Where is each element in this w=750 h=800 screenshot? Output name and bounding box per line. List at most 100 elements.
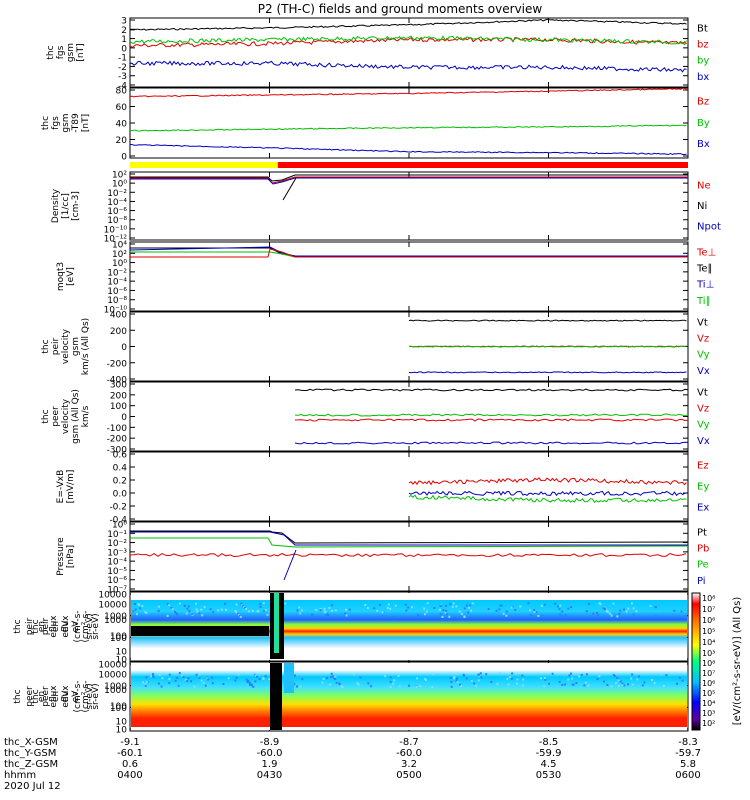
speck: [166, 602, 169, 605]
speck: [548, 682, 550, 685]
spec-ylabel-line: sr-eV): [85, 683, 95, 709]
spec-ylabel-line: eV: [61, 690, 71, 703]
speck: [468, 606, 470, 609]
ylabel-line: Pressure: [56, 537, 66, 576]
legend-Pt: Pt: [697, 528, 707, 539]
speck: [458, 610, 461, 613]
ylabel-line: thc: [46, 45, 56, 59]
speck: [561, 610, 564, 613]
ytick-label: 10⁻¹²: [104, 235, 128, 245]
speck: [543, 603, 546, 606]
speck: [571, 683, 574, 686]
speck: [459, 683, 461, 686]
speck: [641, 684, 644, 687]
speck: [300, 609, 303, 612]
plot-title: P2 (TH-C) fields and ground moments over…: [258, 2, 543, 16]
speck: [207, 678, 210, 681]
series-By: [129, 124, 687, 132]
ylabel-line: gsm: [66, 43, 76, 62]
speck: [258, 678, 261, 681]
speck: [439, 604, 442, 607]
speck: [178, 602, 181, 605]
speck: [251, 684, 254, 687]
ylabel-line: km/s: [81, 405, 91, 427]
speck: [202, 681, 205, 684]
speck: [505, 614, 508, 617]
speck: [570, 606, 573, 608]
speck: [676, 682, 678, 685]
ytick-label: 200: [110, 327, 127, 337]
speck: [198, 676, 201, 679]
spec-frame: [129, 661, 689, 732]
speck: [184, 678, 187, 681]
speck: [298, 606, 301, 609]
speck: [455, 605, 458, 608]
ylabel-line: (cm²-s-: [81, 680, 91, 712]
speck: [296, 609, 299, 612]
spec-ytick-label: 100: [110, 632, 127, 642]
ylabel-line: thc: [41, 116, 51, 130]
ytick-label: 10⁻²: [107, 189, 127, 199]
ylabel-line: en: [51, 691, 61, 702]
speck: [469, 604, 472, 607]
colorbar-label: [eV/(cm²-s-sr-eV)] (All Qs): [732, 597, 743, 726]
speck: [445, 604, 447, 607]
speck: [191, 612, 194, 615]
legend-Vz: Vz: [697, 334, 709, 345]
ylabel-line: eV: [71, 620, 81, 633]
speck: [568, 674, 571, 677]
speck: [417, 615, 420, 617]
speck: [373, 607, 376, 610]
speck: [668, 672, 671, 675]
mode-bar-slow: [277, 162, 688, 168]
speck: [227, 677, 230, 680]
speck: [206, 676, 209, 679]
speck: [419, 685, 422, 688]
speck: [334, 678, 337, 680]
ylabel-line: thc: [31, 689, 41, 703]
series-Bz: [129, 87, 687, 98]
speck: [424, 613, 426, 616]
speck: [519, 605, 522, 608]
speck: [174, 679, 177, 682]
speck: [324, 611, 327, 614]
legend-Vz: Vz: [697, 404, 709, 415]
speck: [618, 612, 621, 615]
speck: [611, 672, 614, 675]
footer-value: -59.9: [535, 748, 562, 759]
speck: [623, 684, 626, 687]
panel-fgs_t89: 80 60 40 20 0 thc fgs gsm -T89 [nT] Bz By Bx: [41, 87, 710, 163]
ytick-label: 10⁻²: [107, 539, 127, 549]
ytick-label: 10⁻³: [107, 548, 127, 558]
speck: [537, 614, 540, 617]
ytick-label: 10⁴: [112, 241, 127, 251]
speck: [425, 679, 427, 681]
speck: [389, 686, 392, 688]
speck: [185, 612, 188, 615]
series-bz: [129, 37, 687, 49]
speck: [184, 604, 186, 607]
legend-Te∥: Te∥: [696, 264, 713, 275]
speck: [477, 673, 480, 676]
speck: [186, 607, 189, 610]
speck: [367, 682, 370, 685]
speck: [141, 681, 144, 684]
speck: [174, 610, 176, 613]
ytick-label: 10000: [98, 661, 127, 671]
speck: [319, 608, 322, 610]
speck: [567, 607, 570, 610]
speck: [485, 673, 488, 676]
spec-ylabel-line: eflux: [49, 685, 59, 708]
speck: [319, 609, 322, 612]
speck: [514, 609, 517, 611]
speck: [506, 677, 509, 680]
spec-ylabel-line: (cm²-s-: [73, 610, 83, 642]
speck: [623, 608, 625, 611]
ytick-label: 10⁰: [112, 259, 127, 269]
speck: [389, 676, 392, 679]
speck: [490, 681, 493, 683]
speck: [471, 602, 474, 605]
ytick-label: -200: [107, 359, 128, 369]
